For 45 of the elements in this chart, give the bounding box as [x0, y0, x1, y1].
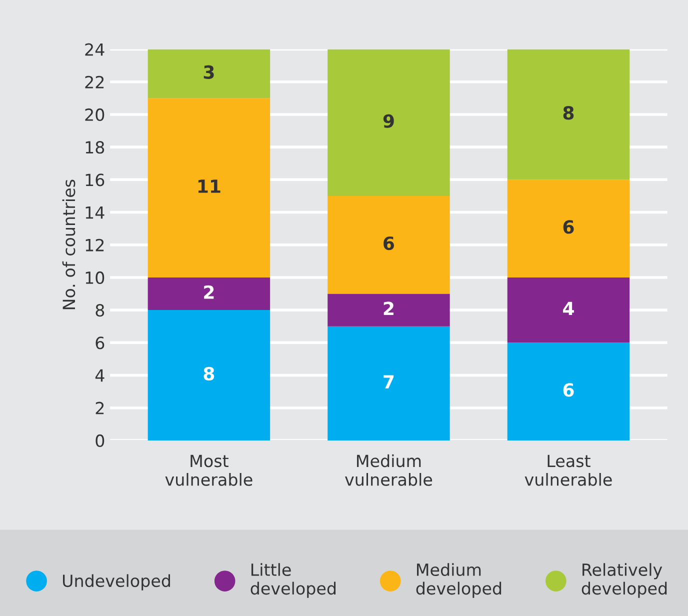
- data-label: 6: [563, 220, 574, 234]
- y-tick-label: 14: [86, 206, 104, 219]
- y-tick-label: 8: [96, 304, 104, 317]
- x-tick-label: Most vulnerable: [165, 454, 252, 486]
- data-label: 6: [384, 236, 394, 250]
- bar: [507, 49, 630, 180]
- bar: [507, 277, 630, 343]
- y-tick-label: 22: [85, 76, 104, 88]
- y-tick-label: 16: [86, 174, 104, 186]
- data-label: 7: [384, 375, 394, 388]
- bar: [148, 98, 270, 278]
- legend-label: Medium developed: [416, 563, 502, 598]
- bar: [328, 49, 450, 196]
- y-tick-label: 12: [86, 238, 104, 252]
- data-label: 2: [384, 302, 394, 316]
- bar: [507, 342, 630, 440]
- bar: [328, 196, 450, 294]
- data-label: 3: [204, 65, 214, 79]
- bar: [148, 277, 270, 310]
- data-label: 6: [563, 383, 574, 397]
- y-tick-label: 10: [86, 271, 104, 284]
- y-tick-label: 2: [96, 402, 104, 414]
- bar: [328, 294, 450, 326]
- bar: [328, 326, 450, 440]
- legend-label: Little developed: [250, 563, 336, 598]
- data-label: 9: [383, 114, 394, 128]
- data-label: 11: [198, 180, 220, 193]
- data-label: 4: [563, 302, 574, 316]
- y-tick-label: 4: [95, 369, 104, 382]
- y-tick-label: 18: [86, 141, 104, 154]
- y-tick-label: 0: [96, 434, 104, 448]
- y-tick-label: 20: [85, 108, 104, 122]
- legend-label: Undeveloped: [63, 574, 170, 590]
- x-tick-label: Least vulnerable: [524, 454, 612, 486]
- data-label: 2: [204, 285, 214, 299]
- y-tick-label: 24: [85, 43, 104, 56]
- x-tick-label: Medium vulnerable: [345, 454, 432, 486]
- legend-label: Relatively developed: [582, 563, 667, 598]
- bar: [148, 49, 270, 98]
- data-label: 8: [204, 366, 214, 380]
- bar: [148, 310, 270, 440]
- bar: [507, 180, 630, 278]
- data-label: 8: [563, 106, 574, 120]
- y-tick-label: 6: [96, 336, 104, 350]
- y-axis-title: No. of countries: [62, 180, 76, 310]
